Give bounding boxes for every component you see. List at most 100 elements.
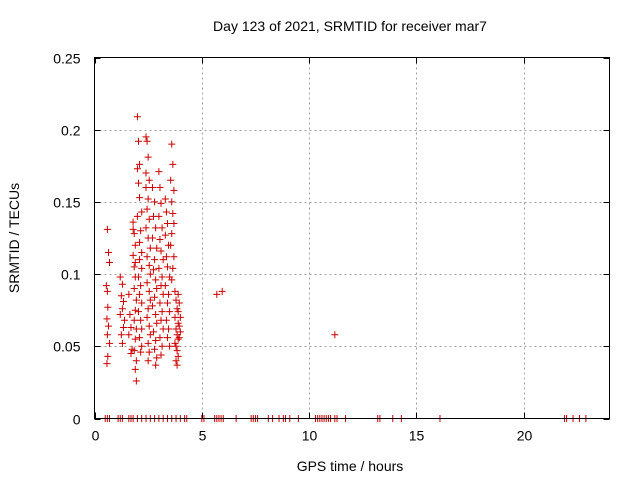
- data-point: [153, 244, 161, 252]
- data-point: [163, 263, 171, 271]
- data-point: [152, 361, 160, 369]
- data-point: [167, 241, 175, 249]
- data-point: [131, 365, 139, 373]
- data-point: [162, 316, 170, 324]
- chart-title: Day 123 of 2021, SRMTID for receiver mar…: [213, 18, 487, 34]
- data-point: [144, 339, 152, 347]
- data-point: [118, 339, 126, 347]
- data-point: [169, 160, 177, 168]
- data-point: [137, 316, 145, 324]
- data-point: [213, 290, 221, 298]
- data-point: [168, 276, 176, 284]
- data-point: [126, 311, 134, 319]
- data-point: [138, 264, 146, 272]
- data-point: [130, 263, 138, 271]
- data-point: [103, 360, 111, 368]
- x-axis-ticks: 0 5 10 15 20: [92, 57, 533, 444]
- data-point: [136, 290, 144, 298]
- data-point: [118, 280, 126, 288]
- data-point: [146, 331, 154, 339]
- data-point: [144, 305, 152, 313]
- data-point: [151, 293, 159, 301]
- data-point: [150, 328, 158, 336]
- data-point: [156, 299, 164, 307]
- y-tick-label: 0.05: [53, 339, 80, 355]
- data-point: [106, 259, 114, 267]
- data-point: [117, 331, 125, 339]
- data-point: [134, 179, 142, 187]
- data-point: [152, 276, 160, 284]
- data-point: [171, 339, 179, 347]
- data-point: [163, 334, 171, 342]
- data-point: [142, 183, 150, 191]
- data-point: [129, 251, 137, 259]
- data-point: [145, 287, 153, 295]
- data-point: [130, 316, 138, 324]
- data-point: [131, 259, 139, 267]
- data-point: [131, 241, 139, 249]
- data-point: [151, 256, 159, 264]
- data-point: [103, 331, 111, 339]
- data-point: [152, 224, 160, 232]
- x-tick-label: 0: [92, 428, 100, 444]
- data-point: [175, 334, 183, 342]
- data-point: [158, 308, 166, 316]
- data-point: [145, 176, 153, 184]
- data-point: [168, 140, 176, 148]
- data-point: [173, 361, 181, 369]
- data-point: [155, 212, 163, 220]
- data-point: [163, 299, 171, 307]
- data-point: [132, 357, 140, 365]
- data-point: [103, 225, 111, 233]
- data-point: [146, 244, 154, 252]
- data-point: [331, 331, 339, 339]
- data-point: [136, 194, 144, 202]
- data-point: [173, 305, 181, 313]
- data-point: [172, 296, 180, 304]
- plot-frame: [94, 57, 610, 419]
- data-point: [174, 335, 182, 343]
- data-point: [130, 285, 138, 293]
- data-point: [144, 357, 152, 365]
- data-point: [174, 319, 182, 327]
- data-point: [144, 195, 152, 203]
- data-point: [172, 325, 180, 333]
- data-point: [129, 218, 137, 226]
- data-point: [151, 345, 159, 353]
- data-point: [138, 325, 146, 333]
- data-point: [138, 208, 146, 216]
- x-tick-label: 15: [409, 428, 425, 444]
- data-point: [133, 212, 141, 220]
- data-point: [148, 302, 156, 310]
- data-point: [138, 248, 146, 256]
- data-point: [137, 282, 145, 290]
- data-point: [134, 273, 142, 281]
- data-point: [148, 234, 156, 242]
- y-axis-ticks: 0 0.05 0.1 0.15 0.2 0.25: [53, 51, 610, 428]
- x-tick-label: 20: [517, 428, 533, 444]
- data-point: [174, 352, 182, 360]
- data-point: [169, 264, 177, 272]
- data-point: [142, 169, 150, 177]
- data-point: [103, 315, 111, 323]
- data-point: [158, 224, 166, 232]
- data-point: [153, 354, 161, 362]
- data-point: [106, 339, 114, 347]
- data-point: [137, 227, 145, 235]
- data-point: [145, 215, 153, 223]
- data-point: [144, 153, 152, 161]
- data-point: [170, 220, 178, 228]
- data-point: [136, 334, 144, 342]
- data-point: [159, 256, 167, 264]
- data-point: [166, 308, 174, 316]
- data-point: [104, 303, 112, 311]
- data-point: [176, 328, 184, 336]
- data-point: [146, 270, 154, 278]
- data-point: [165, 325, 173, 333]
- data-point: [157, 247, 165, 255]
- data-point: [175, 322, 183, 330]
- data-point: [134, 308, 142, 316]
- data-point: [119, 324, 127, 332]
- x-tick-label: 5: [199, 428, 207, 444]
